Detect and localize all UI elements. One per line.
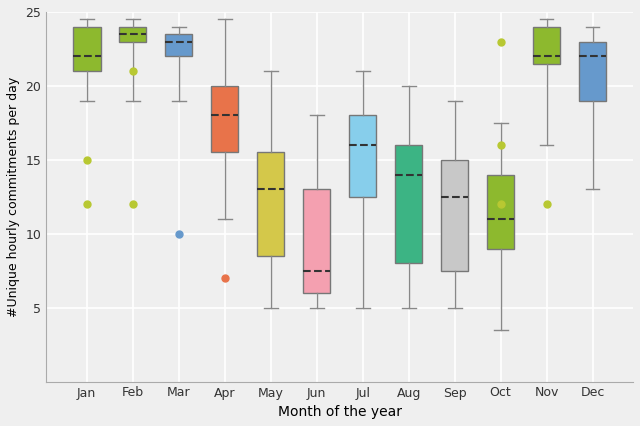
PathPatch shape xyxy=(532,27,561,64)
PathPatch shape xyxy=(211,86,239,153)
PathPatch shape xyxy=(487,175,515,248)
PathPatch shape xyxy=(119,27,147,41)
Y-axis label: #Unique hourly commitments per day: #Unique hourly commitments per day xyxy=(7,77,20,317)
PathPatch shape xyxy=(73,27,100,71)
PathPatch shape xyxy=(349,115,376,197)
PathPatch shape xyxy=(441,160,468,271)
PathPatch shape xyxy=(257,153,284,256)
PathPatch shape xyxy=(395,145,422,263)
PathPatch shape xyxy=(165,34,193,56)
PathPatch shape xyxy=(303,190,330,293)
PathPatch shape xyxy=(579,41,606,101)
X-axis label: Month of the year: Month of the year xyxy=(278,405,402,419)
